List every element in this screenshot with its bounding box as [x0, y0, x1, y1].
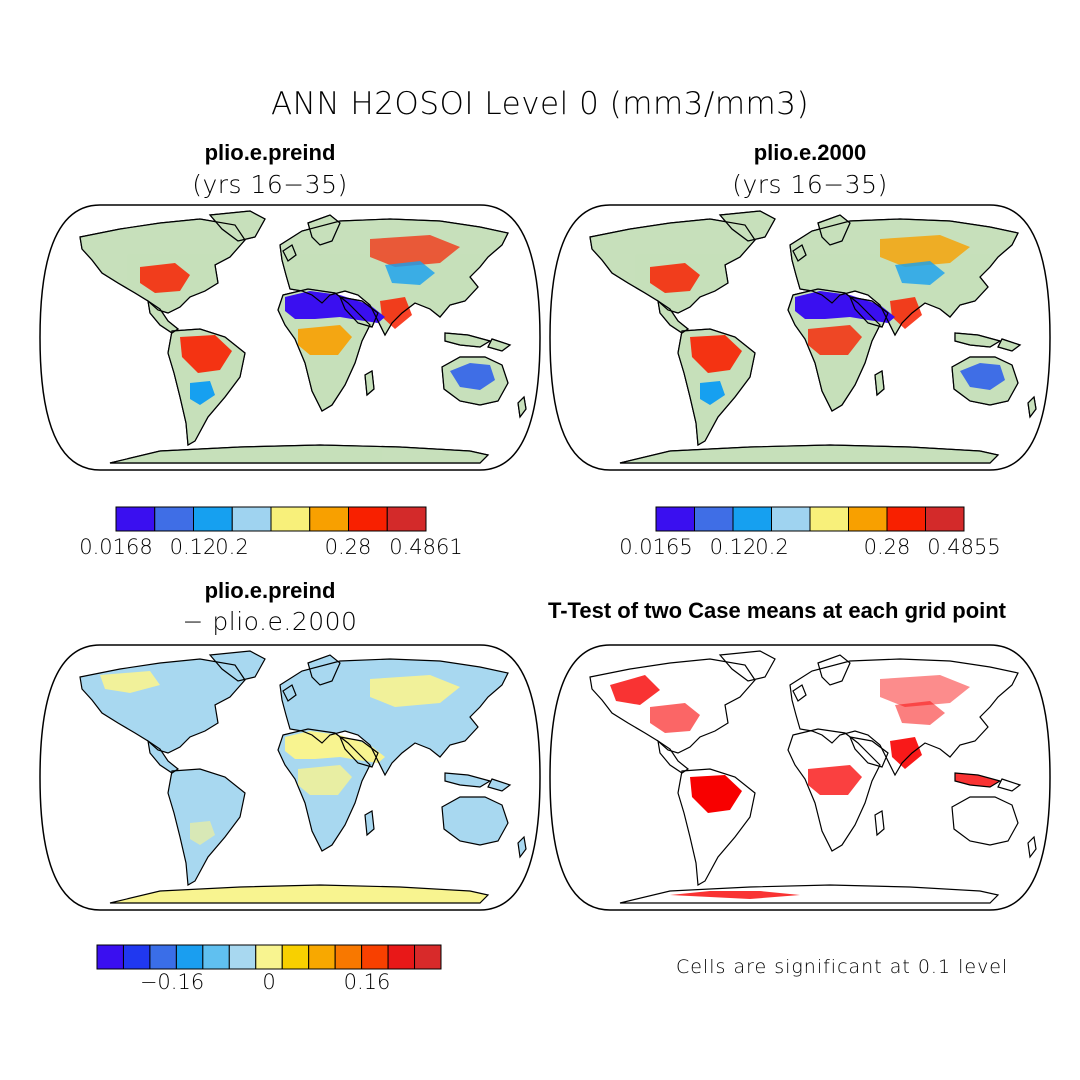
colorbar-tick-label: 0.28 [863, 535, 911, 559]
colorbar-tick-label: 0.4861 [389, 535, 463, 559]
colorbar-swatch [309, 506, 349, 532]
colorbar-tick-label: 0.0165 [619, 535, 693, 559]
colorbar-swatch [414, 944, 442, 970]
colorbar-swatch [122, 944, 151, 970]
colorbar-tick-label: 0.12 [169, 535, 217, 559]
colorbar-swatch [732, 506, 772, 532]
colorbar-swatch [925, 506, 965, 532]
colorbar-swatch [255, 944, 283, 970]
colorbar-bottom-left [96, 944, 442, 970]
colorbar-tick-label: 0.28 [324, 535, 372, 559]
colorbar-swatch [228, 944, 257, 970]
colorbar-swatch [334, 944, 363, 970]
colorbar-swatch [308, 944, 336, 970]
colorbar-tick-label: 0.2 [755, 535, 789, 559]
colorbar-tick-label: 0.2 [215, 535, 249, 559]
colorbar-tick-label: 0.16 [343, 970, 391, 994]
colorbar-swatch [193, 506, 233, 532]
colorbar-swatch [270, 506, 311, 532]
panel-title-bottom-right: T-Test of two Case means at each grid po… [548, 598, 1007, 623]
panel-subtitle-bottom-left: − plio.e.2000 [182, 607, 358, 636]
map-top-right [549, 204, 1051, 471]
colorbar-tick-label: 0.0168 [79, 535, 153, 559]
colorbar-swatch [848, 506, 888, 532]
colorbar-tick-label: 0.12 [709, 535, 757, 559]
colorbar-swatch [694, 506, 734, 532]
map-top-left [39, 204, 541, 471]
colorbar-swatch [149, 944, 177, 970]
panel-subtitle-top-left: (yrs 16−35) [192, 170, 348, 199]
colorbar-swatch [175, 944, 204, 970]
colorbar-tick-label: 0 [262, 970, 276, 994]
colorbar-swatch [231, 506, 272, 532]
colorbar-ticks-bottom-left: −0.16 0 0.16 [0, 970, 1080, 1000]
colorbar-swatch [154, 506, 194, 532]
panel-title-top-right: plio.e.2000 [753, 140, 867, 165]
map-bottom-left [39, 644, 541, 911]
colorbar-swatch [886, 506, 926, 532]
colorbar-tick-label: −0.16 [139, 970, 205, 994]
colorbar-top-left [115, 506, 427, 532]
colorbar-swatch [386, 506, 427, 532]
colorbar-ticks-top-left: 0.0168 0.12 0.2 0.28 0.4861 [0, 535, 1080, 565]
colorbar-swatch [655, 506, 695, 532]
panel-title-bottom-left: plio.e.preind [204, 578, 336, 603]
colorbar-swatch [809, 506, 849, 532]
panel-title-top-left: plio.e.preind [204, 140, 336, 165]
colorbar-swatch [348, 506, 388, 532]
map-bottom-right [549, 644, 1051, 911]
colorbar-swatch [771, 506, 811, 532]
colorbar-swatch [202, 944, 230, 970]
colorbar-swatch [96, 944, 124, 970]
significance-note: Cells are significant at 0.1 level [676, 956, 1009, 978]
colorbar-top-right [655, 506, 965, 532]
main-title: ANN H2OSOI Level 0 (mm3/mm3) [270, 86, 810, 122]
colorbar-swatch [361, 944, 389, 970]
colorbar-swatch [387, 944, 416, 970]
colorbar-tick-label: 0.4855 [927, 535, 1001, 559]
panel-subtitle-top-right: (yrs 16−35) [732, 170, 888, 199]
colorbar-ticks-top-right: 0.0165 0.12 0.2 0.28 0.4855 [0, 535, 1080, 565]
colorbar-swatch [115, 506, 156, 532]
colorbar-swatch [281, 944, 310, 970]
